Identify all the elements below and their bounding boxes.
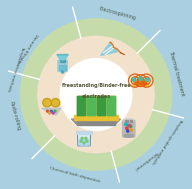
FancyBboxPatch shape: [97, 96, 105, 115]
Circle shape: [50, 110, 52, 112]
Circle shape: [127, 130, 129, 132]
Text: Freestanding/Binder-free: Freestanding/Binder-free: [61, 84, 131, 88]
Circle shape: [5, 4, 187, 185]
Ellipse shape: [124, 134, 133, 137]
Polygon shape: [77, 133, 91, 146]
Circle shape: [128, 124, 130, 126]
Circle shape: [143, 82, 146, 85]
Circle shape: [20, 19, 172, 170]
Circle shape: [51, 98, 60, 107]
Circle shape: [53, 100, 58, 105]
FancyBboxPatch shape: [96, 96, 106, 116]
FancyBboxPatch shape: [76, 131, 92, 134]
Circle shape: [44, 100, 50, 105]
Text: Electrospinning: Electrospinning: [99, 6, 137, 21]
Text: Solvothermal: Solvothermal: [133, 150, 158, 171]
FancyBboxPatch shape: [125, 120, 127, 122]
FancyBboxPatch shape: [77, 121, 115, 125]
Circle shape: [43, 98, 51, 107]
Circle shape: [46, 110, 48, 112]
FancyBboxPatch shape: [87, 96, 95, 115]
FancyBboxPatch shape: [130, 120, 132, 122]
FancyBboxPatch shape: [77, 96, 85, 115]
Circle shape: [135, 82, 139, 85]
Polygon shape: [42, 108, 61, 115]
FancyBboxPatch shape: [106, 96, 115, 116]
Text: Chemical bath deposition: Chemical bath deposition: [49, 167, 100, 184]
Text: electrodes: electrodes: [81, 94, 111, 99]
Polygon shape: [79, 139, 89, 145]
FancyBboxPatch shape: [133, 80, 148, 86]
Circle shape: [54, 110, 56, 112]
Circle shape: [125, 123, 127, 125]
FancyBboxPatch shape: [58, 60, 67, 71]
Ellipse shape: [124, 119, 133, 122]
Circle shape: [129, 125, 132, 127]
Text: Vacuum filtration: Vacuum filtration: [15, 33, 38, 66]
FancyBboxPatch shape: [60, 60, 65, 62]
FancyBboxPatch shape: [97, 96, 105, 115]
Circle shape: [60, 59, 132, 130]
Circle shape: [85, 137, 87, 139]
Text: Paste-rolling: Paste-rolling: [9, 101, 22, 131]
Circle shape: [38, 36, 154, 153]
Circle shape: [80, 140, 82, 142]
FancyBboxPatch shape: [123, 120, 135, 137]
Polygon shape: [101, 42, 118, 56]
FancyBboxPatch shape: [60, 65, 66, 70]
Circle shape: [52, 112, 54, 114]
FancyBboxPatch shape: [86, 96, 96, 116]
Circle shape: [132, 78, 136, 81]
FancyBboxPatch shape: [77, 96, 85, 115]
Text: Template-free methods: Template-free methods: [6, 45, 25, 92]
Circle shape: [130, 129, 132, 131]
Text: Template-guided methods: Template-guided methods: [151, 117, 183, 164]
Circle shape: [86, 140, 88, 142]
Circle shape: [126, 127, 128, 129]
Circle shape: [61, 71, 64, 73]
Circle shape: [139, 77, 142, 81]
FancyBboxPatch shape: [74, 115, 118, 120]
Text: Thermal treatment: Thermal treatment: [168, 50, 185, 96]
Circle shape: [146, 78, 149, 81]
Polygon shape: [57, 54, 68, 60]
Circle shape: [48, 112, 50, 114]
FancyBboxPatch shape: [107, 96, 115, 115]
Polygon shape: [58, 56, 67, 60]
Polygon shape: [71, 119, 121, 125]
Circle shape: [81, 137, 83, 139]
Circle shape: [83, 142, 85, 144]
FancyBboxPatch shape: [107, 96, 115, 115]
FancyBboxPatch shape: [87, 96, 95, 115]
FancyBboxPatch shape: [77, 96, 86, 116]
